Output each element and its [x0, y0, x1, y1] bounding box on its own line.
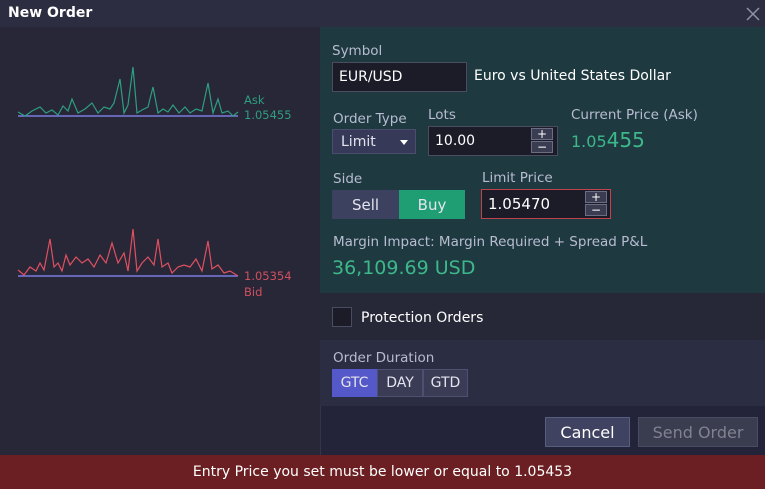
price-pips: 455 — [606, 128, 645, 152]
symbol-description: Euro vs United States Dollar — [474, 68, 671, 84]
dialog-title: New Order — [8, 5, 93, 21]
buy-button[interactable]: Buy — [399, 190, 465, 219]
symbol-label: Symbol — [332, 43, 383, 59]
margin-label: Margin Impact: Margin Required + Spread … — [333, 234, 648, 250]
order-type-value: Limit — [341, 133, 376, 150]
duration-day[interactable]: DAY — [377, 369, 423, 397]
sell-button[interactable]: Sell — [332, 190, 399, 219]
lots-label: Lots — [428, 107, 456, 123]
bid-label: Bid — [244, 285, 263, 299]
symbol-input[interactable]: EUR/USD — [332, 62, 467, 92]
ask-label: Ask — [244, 93, 265, 107]
margin-value: 36,109.69 USD — [332, 257, 476, 279]
send-order-button[interactable]: Send Order — [638, 417, 758, 447]
limit-decrement[interactable]: − — [585, 204, 607, 216]
current-price-label: Current Price (Ask) — [571, 107, 698, 123]
limit-price-label: Limit Price — [482, 170, 553, 186]
ticker-panel — [0, 27, 320, 455]
lots-decrement[interactable]: − — [531, 141, 553, 153]
title-bar — [0, 0, 765, 27]
side-label: Side — [333, 171, 363, 187]
protection-label: Protection Orders — [361, 310, 484, 326]
price-main: 1.05 — [571, 132, 607, 151]
order-type-label: Order Type — [333, 111, 407, 127]
bid-price: 1.05354 — [244, 269, 292, 283]
lots-increment[interactable]: + — [531, 128, 553, 140]
duration-gtc[interactable]: GTC — [332, 369, 377, 397]
current-price: 1.05455 — [571, 128, 645, 152]
order-type-select[interactable]: Limit — [332, 129, 416, 154]
duration-label: Order Duration — [333, 350, 435, 366]
limit-increment[interactable]: + — [585, 191, 607, 203]
dropdown-arrow — [400, 140, 408, 145]
close-button[interactable] — [746, 7, 760, 21]
duration-gtd[interactable]: GTD — [423, 369, 468, 397]
error-banner: Entry Price you set must be lower or equ… — [0, 455, 765, 489]
ask-price: 1.05455 — [244, 108, 292, 122]
protection-row — [320, 293, 765, 340]
protection-checkbox[interactable] — [332, 307, 352, 327]
cancel-button[interactable]: Cancel — [545, 417, 630, 447]
sparklines — [17, 66, 239, 277]
